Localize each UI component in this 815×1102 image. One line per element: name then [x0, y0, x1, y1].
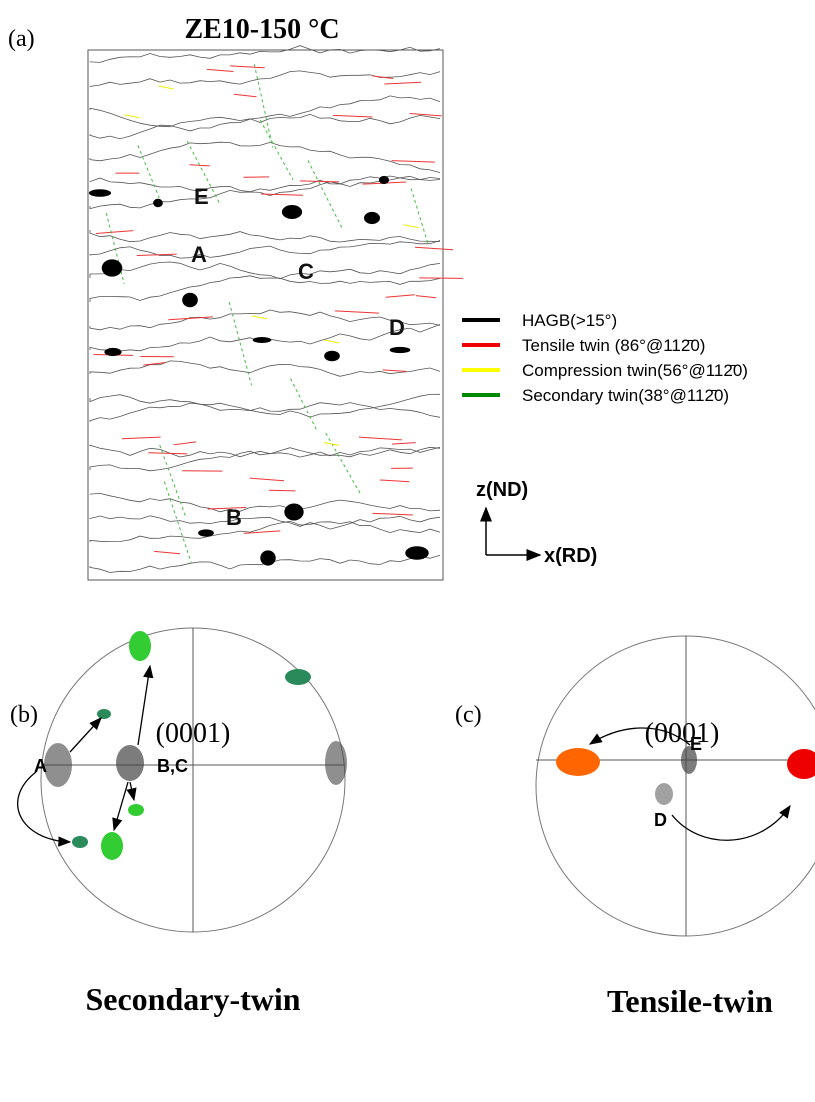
grain-spot: [182, 293, 198, 308]
axis-label: x(RD): [544, 545, 597, 567]
axis-label: z(ND): [476, 479, 528, 501]
grain-spot: [379, 176, 389, 184]
grain-spot: [198, 529, 214, 536]
legend: HAGB(>15°) Tensile twin (86°@112̄0) Comp…: [462, 311, 748, 405]
grain-label: E: [194, 184, 209, 209]
legend-text: HAGB(>15°): [522, 311, 617, 330]
point-label: E: [690, 734, 702, 754]
grain-spot: [89, 189, 111, 197]
legend-text: Secondary twin(38°@112̄0): [522, 386, 729, 405]
point-label: A: [34, 756, 47, 776]
point-label: D: [654, 810, 667, 830]
pole-figure: [536, 636, 815, 936]
grain-label: B: [226, 505, 242, 530]
grain-spot: [102, 259, 123, 276]
caption: Secondary-twin: [85, 981, 300, 1017]
axes-indicator: [486, 508, 540, 555]
grain-spot: [282, 205, 302, 219]
ebsd-map: [88, 46, 463, 580]
grain-spot: [284, 503, 303, 520]
figure: (a) ZE10-150 °C E A C D B HAGB(>15°) Ten…: [0, 0, 815, 1102]
grain-label: D: [389, 315, 405, 340]
grain-spot: [390, 347, 411, 353]
panel-label: (c): [455, 702, 482, 728]
grain-spot: [324, 351, 340, 361]
grain-spot: [253, 337, 272, 343]
pole-figure: [18, 628, 347, 932]
grain-spot: [364, 212, 380, 224]
grain-spot: [153, 199, 163, 207]
legend-text: Compression twin(56°@112̄0): [522, 361, 748, 380]
pole-title: (0001): [645, 718, 720, 749]
grain-spot: [104, 348, 121, 356]
grain-label: A: [191, 242, 207, 267]
grain-label: C: [298, 259, 314, 284]
grain-spot: [405, 546, 428, 559]
panel-title: ZE10-150 °C: [184, 14, 339, 45]
twin-boundary: [269, 490, 295, 491]
grain-spot: [260, 550, 275, 565]
page: (a) ZE10-150 °C E A C D B HAGB(>15°) Ten…: [0, 0, 815, 1102]
legend-text: Tensile twin (86°@112̄0): [522, 336, 705, 355]
panel-label: (b): [10, 702, 38, 728]
caption: Tensile-twin: [607, 983, 773, 1019]
panel-label: (a): [8, 26, 35, 52]
point-label: B,C: [157, 756, 188, 776]
